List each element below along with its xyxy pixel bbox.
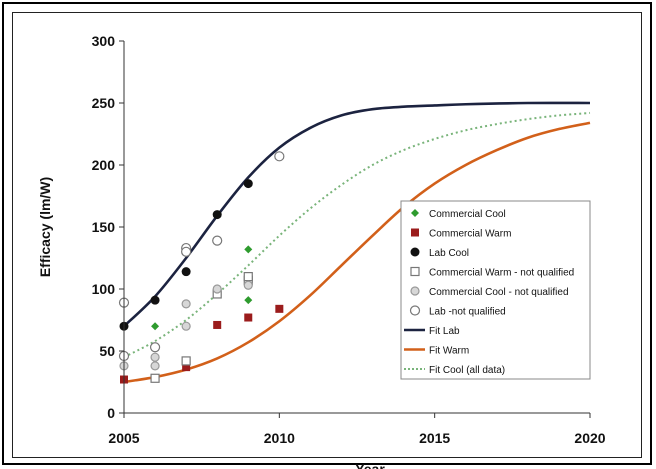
- legend-swatch-commercial-cool-not-qualified: [410, 286, 420, 296]
- y-tick-label: 0: [107, 405, 115, 421]
- data-point-lab-not-qualified: [212, 235, 223, 246]
- axes: 0 50 100 150 200 250 300 2005 2010 2015 2020: [92, 33, 606, 446]
- y-tick-label: 250: [92, 95, 116, 111]
- data-point-lab-cool: [212, 210, 222, 220]
- series-line-fit-warm: [123, 121, 591, 384]
- data-point-commercial-warm: [275, 304, 284, 313]
- data-point-lab-cool: [243, 179, 253, 189]
- data-point-commercial-warm-not-qualified: [181, 356, 191, 366]
- legend-swatch-lab-cool: [410, 247, 420, 257]
- legend-label-commercial-cool-not-qualified: Commercial Cool - not qualified: [429, 287, 569, 298]
- y-tick-label: 300: [92, 33, 116, 49]
- data-point-commercial-cool-not-qualified: [150, 361, 160, 371]
- legend-swatch-commercial-warm: [411, 228, 419, 237]
- data-point-lab-cool: [181, 267, 191, 277]
- legend-swatch-commercial-cool: [411, 209, 419, 217]
- y-axis-title: Efficacy (lm/W): [37, 177, 53, 277]
- legend-box: [400, 200, 591, 380]
- legend-label-commercial-warm: Commercial Warm: [429, 229, 511, 240]
- data-point-lab-not-qualified: [274, 151, 285, 162]
- data-point-commercial-cool: [244, 296, 253, 305]
- data-point-commercial-warm: [244, 313, 253, 322]
- data-point-commercial-cool-not-qualified: [150, 352, 160, 362]
- data-point-commercial-cool-not-qualified: [243, 280, 253, 290]
- x-tick-label: 2015: [419, 430, 450, 446]
- x-tick-label: 2005: [108, 430, 139, 446]
- y-tick-label: 100: [92, 281, 116, 297]
- legend-swatch-commercial-warm-not-qualified: [410, 266, 420, 277]
- data-point-lab-cool: [150, 295, 160, 305]
- data-point-commercial-cool-not-qualified: [212, 284, 222, 294]
- legend-label-commercial-warm-not-qualified: Commercial Warm - not qualified: [429, 268, 574, 279]
- legend-label-fit-cool-all-data: Fit Cool (all data): [429, 365, 505, 376]
- legend-label-fit-warm: Fit Warm: [429, 346, 469, 357]
- data-point-commercial-cool: [244, 245, 253, 254]
- data-point-commercial-warm: [182, 363, 191, 372]
- legend-swatch-lab-not-qualified: [409, 305, 421, 316]
- data-point-commercial-cool-not-qualified: [181, 321, 191, 331]
- data-point-lab-not-qualified: [149, 342, 161, 353]
- chart-inner-frame: [12, 12, 642, 458]
- legend-label-fit-lab: Fit Lab: [429, 326, 460, 337]
- data-point-commercial-cool: [151, 322, 160, 331]
- y-tick-label: 200: [92, 157, 116, 173]
- legend-label-lab-not-qualified: Lab -not qualified: [429, 307, 506, 318]
- legend-label-lab-cool: Lab Cool: [429, 248, 469, 259]
- legend: Commercial Cool Commercial Warm Lab Cool Co…: [400, 200, 591, 380]
- plot-area: [118, 101, 591, 384]
- x-tick-label: 2010: [264, 430, 295, 446]
- data-point-commercial-cool-not-qualified: [181, 299, 191, 309]
- legend-label-commercial-cool: Commercial Cool: [429, 209, 506, 220]
- data-point-commercial-warm-not-qualified: [150, 373, 160, 383]
- chart-outer-frame: [2, 2, 652, 465]
- x-tick-label: 2020: [574, 430, 605, 446]
- y-tick-label: 150: [92, 219, 116, 235]
- x-axis-title: Year: [355, 461, 385, 469]
- y-tick-label: 50: [99, 343, 115, 359]
- data-point-lab-not-qualified: [181, 246, 192, 257]
- data-point-commercial-warm-not-qualified: [243, 272, 253, 282]
- data-point-commercial-warm: [213, 320, 222, 329]
